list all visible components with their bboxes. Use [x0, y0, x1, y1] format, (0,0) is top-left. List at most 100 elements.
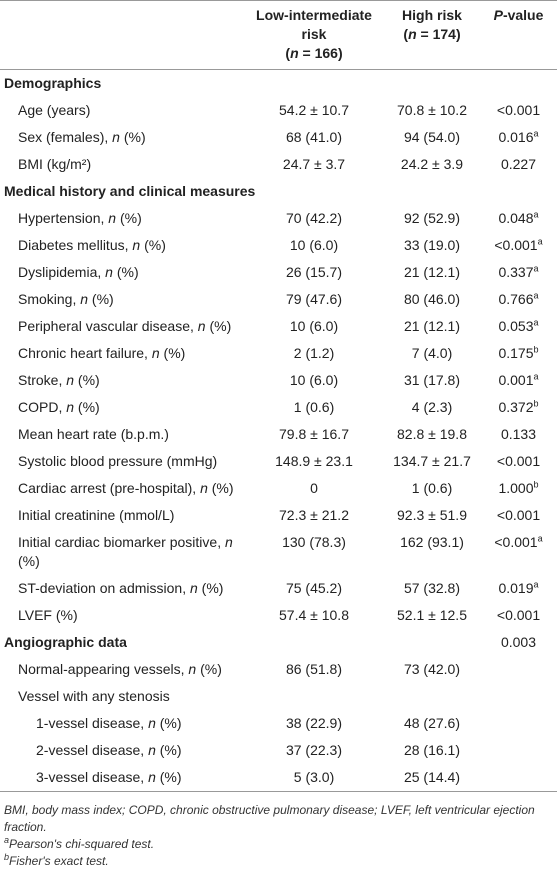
table-row: Hypertension, n (%) 70 (42.2) 92 (52.9) 0.0… [0, 205, 557, 232]
footnote-mark: a [533, 209, 539, 220]
footnote: bFisher's exact test. [4, 853, 553, 870]
cell-value: 79 (47.6) [285, 291, 343, 307]
footnote-mark: a [533, 579, 539, 590]
text: (%) [155, 769, 182, 785]
text: n [148, 742, 156, 758]
table-row: Initial creatinine (mmol/L) 72.3 ± 21.2 92… [0, 502, 557, 529]
text: (%) [205, 318, 232, 334]
cell: 31 (17.8) [384, 367, 480, 394]
cell: 0.003 [480, 629, 557, 656]
cell-value: 1.000 [498, 480, 534, 496]
header-cell: High risk (n = 174) [384, 0, 480, 70]
text: LVEF (%) [18, 607, 78, 623]
text: (%) [140, 237, 166, 253]
cell: 26 (15.7) [244, 259, 384, 286]
text: Dyslipidemia, [18, 264, 106, 280]
abbreviations: BMI, body mass index; COPD, chronic obst… [4, 803, 535, 834]
cell: 1.000b [480, 475, 557, 502]
cell: 0.001a [480, 367, 557, 394]
footnote-mark: a [537, 236, 543, 247]
text: n [408, 26, 417, 42]
text: Mean heart rate (b.p.m.) [18, 426, 169, 442]
text: n [112, 129, 120, 145]
text: (%) [155, 742, 182, 758]
row-label: Sex (females), n (%) [0, 124, 244, 151]
cell: 72.3 ± 21.2 [244, 502, 384, 529]
cell: 92.3 ± 51.9 [384, 502, 480, 529]
cell: 0.016a [480, 124, 557, 151]
cell-value: 82.8 ± 19.8 [397, 426, 467, 442]
cell: <0.001 [480, 97, 557, 124]
footnote-mark: a [533, 263, 539, 274]
cell-value: 5 (3.0) [293, 769, 335, 785]
text: n [132, 237, 141, 253]
cell-value: 0.766 [498, 291, 534, 307]
footnote-mark: a [533, 128, 539, 139]
cell: 0.053a [480, 313, 557, 340]
cell-value: <0.001 [496, 607, 541, 623]
cell-value: 0.003 [500, 634, 537, 650]
row-label: Chronic heart failure, n (%) [0, 340, 244, 367]
cell-value: 7 (4.0) [411, 345, 453, 361]
cell-value: 24.7 ± 3.7 [282, 156, 346, 172]
cell: 79 (47.6) [244, 286, 384, 313]
cell [480, 70, 557, 98]
row-label: Vessel with any stenosis [0, 683, 244, 710]
text: BMI (kg/m²) [18, 156, 92, 172]
cell-value: 94 (54.0) [403, 129, 461, 145]
text: n [148, 715, 156, 731]
cell: 70.8 ± 10.2 [384, 97, 480, 124]
cell-value: 28 (16.1) [403, 742, 461, 758]
text: n [66, 372, 75, 388]
cell-value: 134.7 ± 21.7 [393, 453, 471, 469]
cell-value: 70.8 ± 10.2 [397, 102, 467, 118]
data-table: Low-intermediate risk (n = 166) High risk(… [0, 0, 557, 792]
text: -value [502, 7, 544, 23]
text: High risk [402, 7, 462, 23]
text: COPD, [18, 399, 67, 415]
cell [480, 710, 557, 737]
cell-value: 26 (15.7) [285, 264, 343, 280]
row-label: Dyslipidemia, n (%) [0, 259, 244, 286]
row-label: Stroke, n (%) [0, 367, 244, 394]
text: n [151, 345, 160, 361]
footnote-mark: a [533, 317, 539, 328]
text: (%) [159, 345, 186, 361]
cell-value: 10 (6.0) [289, 372, 339, 388]
section-row: Angiographic data 0.003 [0, 629, 557, 656]
cell [480, 764, 557, 792]
table-row: ST-deviation on admission, n (%) 75 (45.2… [0, 575, 557, 602]
cell-value: 73 (42.0) [403, 661, 461, 677]
row-label: LVEF (%) [0, 602, 244, 629]
cell-value: 80 (46.0) [403, 291, 461, 307]
cell-value: <0.001 [494, 534, 538, 550]
cell [384, 683, 480, 710]
row-label: Normal-appearing vessels, n (%) [0, 656, 244, 683]
table-row: Vessel with any stenosis [0, 683, 557, 710]
page: Low-intermediate risk (n = 166) High risk(… [0, 0, 557, 870]
row-label: Mean heart rate (b.p.m.) [0, 421, 244, 448]
cell: 0.766a [480, 286, 557, 313]
cell-value: 37 (22.3) [285, 742, 343, 758]
cell-value: 1 (0.6) [293, 399, 335, 415]
text: Vessel with any stenosis [18, 688, 170, 704]
cell: <0.001a [480, 529, 557, 575]
row-label: Hypertension, n (%) [0, 205, 244, 232]
cell-value: 57 (32.8) [403, 580, 461, 596]
cell: 37 (22.3) [244, 737, 384, 764]
table-row: Cardiac arrest (pre-hospital), n (%) 0 1 (… [0, 475, 557, 502]
row-label: BMI (kg/m²) [0, 151, 244, 178]
text: Sex (females), [18, 129, 113, 145]
text: (%) [196, 661, 222, 677]
text: Smoking, [18, 291, 81, 307]
footnote-text: Fisher's exact test. [9, 854, 109, 868]
text: Initial cardiac biomarker positive, [18, 534, 225, 550]
cell [244, 683, 384, 710]
cell-value: 75 (45.2) [285, 580, 343, 596]
text: (%) [197, 580, 224, 596]
footnote-mark: a [533, 371, 539, 382]
text: 2-vessel disease, [36, 742, 149, 758]
text: ( [285, 45, 291, 61]
row-label: Initial cardiac biomarker positive, n (%… [0, 529, 244, 575]
row-label: 1-vessel disease, n (%) [0, 710, 244, 737]
